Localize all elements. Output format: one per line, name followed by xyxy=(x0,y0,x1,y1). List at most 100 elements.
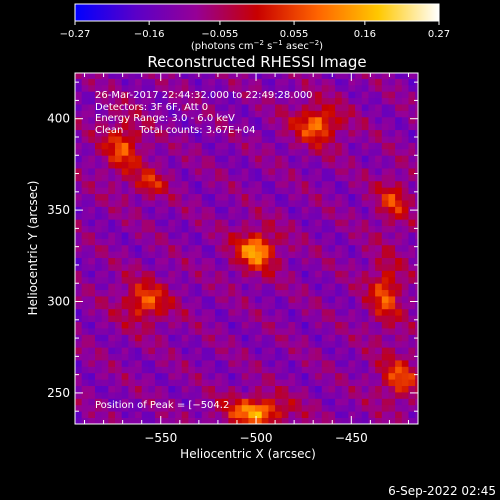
heatmap-cell xyxy=(415,219,418,227)
heatmap-cell xyxy=(321,180,329,188)
heatmap-cell xyxy=(368,347,376,355)
heatmap-cell xyxy=(281,398,289,406)
heatmap-cell xyxy=(268,385,276,393)
heatmap-cell xyxy=(288,347,296,355)
heatmap-cell xyxy=(381,372,389,380)
heatmap-cell xyxy=(341,180,349,188)
heatmap-cell xyxy=(88,264,96,271)
heatmap-cell xyxy=(181,276,189,284)
heatmap-cell xyxy=(175,398,183,406)
heatmap-cell xyxy=(381,360,389,367)
heatmap-cell xyxy=(255,97,263,105)
heatmap-cell xyxy=(315,225,323,233)
heatmap-cell xyxy=(388,225,396,233)
heatmap-cell xyxy=(301,129,309,137)
heatmap-cell xyxy=(415,379,418,387)
heatmap-cell xyxy=(295,264,303,271)
heatmap-cell xyxy=(328,404,336,412)
heatmap-cell xyxy=(361,328,369,335)
heatmap-cell xyxy=(101,296,109,303)
heatmap-cell xyxy=(81,168,89,175)
heatmap-cell xyxy=(261,110,269,118)
heatmap-cell xyxy=(201,136,209,143)
heatmap-cell xyxy=(181,97,189,105)
heatmap-cell xyxy=(101,392,109,399)
info-detectors: Detectors: 3F 6F, Att 0 xyxy=(95,102,208,113)
heatmap-cell xyxy=(235,315,243,323)
heatmap-cell xyxy=(208,84,216,92)
heatmap-cell xyxy=(168,91,176,99)
heatmap-cell xyxy=(321,372,329,380)
heatmap-cell xyxy=(148,91,156,99)
heatmap-cell xyxy=(215,73,223,79)
heatmap-cell xyxy=(161,187,169,195)
heatmap-cell xyxy=(81,315,89,323)
heatmap-cell xyxy=(241,129,249,137)
heatmap-cell xyxy=(361,161,369,169)
heatmap-cell xyxy=(188,73,196,79)
heatmap-cell xyxy=(375,193,383,201)
heatmap-cell xyxy=(315,296,323,303)
heatmap-cell xyxy=(381,366,389,374)
heatmap-cell xyxy=(248,78,256,86)
heatmap-cell xyxy=(95,200,103,207)
heatmap-cell xyxy=(235,360,243,367)
heatmap-cell xyxy=(101,347,109,355)
heatmap-cell xyxy=(88,302,96,310)
heatmap-cell xyxy=(308,168,316,175)
heatmap-cell xyxy=(355,276,363,284)
heatmap-cell xyxy=(88,289,96,297)
heatmap-cell xyxy=(221,257,229,265)
heatmap-cell xyxy=(261,193,269,201)
heatmap-cell xyxy=(288,340,296,348)
heatmap-cell xyxy=(161,257,169,265)
heatmap-cell xyxy=(115,244,123,252)
heatmap-cell xyxy=(381,232,389,239)
heatmap-cell xyxy=(161,392,169,399)
heatmap-cell xyxy=(401,148,409,156)
heatmap-cell xyxy=(348,321,356,329)
heatmap-cell xyxy=(415,193,418,201)
heatmap-cell xyxy=(81,411,89,418)
heatmap-cell xyxy=(101,84,109,92)
heatmap-cell xyxy=(188,84,196,92)
heatmap-cell xyxy=(401,225,409,233)
heatmap-cell xyxy=(268,404,276,412)
heatmap-cell xyxy=(368,353,376,361)
heatmap-cell xyxy=(328,385,336,393)
heatmap-cell xyxy=(395,212,403,220)
heatmap-cell xyxy=(115,193,123,201)
heatmap-cell xyxy=(188,136,196,143)
heatmap-cell xyxy=(388,328,396,335)
heatmap-cell xyxy=(268,238,276,246)
heatmap-cell xyxy=(288,155,296,163)
heatmap-cell xyxy=(208,257,216,265)
heatmap-cell xyxy=(95,328,103,335)
heatmap-cell xyxy=(195,257,203,265)
heatmap-cell xyxy=(228,296,236,303)
heatmap-cell xyxy=(301,168,309,175)
heatmap-cell xyxy=(408,148,416,156)
heatmap-cell xyxy=(195,219,203,227)
heatmap-cell xyxy=(181,129,189,137)
heatmap-cell xyxy=(141,366,149,374)
heatmap-cell xyxy=(215,321,223,329)
heatmap-cell xyxy=(361,84,369,92)
heatmap-cell xyxy=(235,366,243,374)
heatmap-cell xyxy=(295,379,303,387)
heatmap-cell xyxy=(335,372,343,380)
heatmap-cell xyxy=(81,404,89,412)
heatmap-cell xyxy=(155,206,163,214)
heatmap-cell xyxy=(195,353,203,361)
heatmap-cell xyxy=(241,84,249,92)
heatmap-cell xyxy=(408,417,416,424)
heatmap-cell xyxy=(395,251,403,259)
heatmap-cell xyxy=(75,360,83,367)
heatmap-cell xyxy=(128,379,136,387)
heatmap-cell xyxy=(361,168,369,175)
heatmap-cell xyxy=(335,180,343,188)
heatmap-cell xyxy=(301,360,309,367)
heatmap-cell xyxy=(361,174,369,182)
heatmap-cell xyxy=(81,296,89,303)
heatmap-cell xyxy=(128,347,136,355)
